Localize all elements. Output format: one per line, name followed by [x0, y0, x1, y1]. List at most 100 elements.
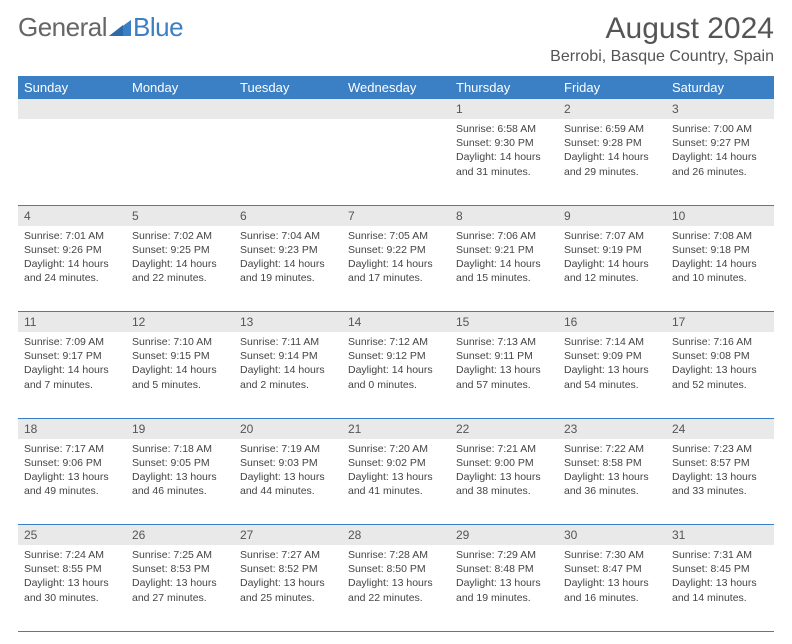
sunrise-text: Sunrise: 6:58 AM — [456, 122, 552, 136]
day-details: Sunrise: 7:16 AMSunset: 9:08 PMDaylight:… — [666, 332, 774, 398]
day-number — [342, 99, 450, 119]
logo-text-general: General — [18, 12, 107, 43]
day-cell: Sunrise: 7:19 AMSunset: 9:03 PMDaylight:… — [234, 439, 342, 525]
day-cell: Sunrise: 7:18 AMSunset: 9:05 PMDaylight:… — [126, 439, 234, 525]
daynum-row: 45678910 — [18, 205, 774, 226]
day-number — [126, 99, 234, 119]
sunrise-text: Sunrise: 7:04 AM — [240, 229, 336, 243]
day-cell: Sunrise: 7:11 AMSunset: 9:14 PMDaylight:… — [234, 332, 342, 418]
day-details: Sunrise: 7:22 AMSunset: 8:58 PMDaylight:… — [558, 439, 666, 505]
day-details: Sunrise: 7:00 AMSunset: 9:27 PMDaylight:… — [666, 119, 774, 185]
daylight-text: Daylight: 13 hours and 25 minutes. — [240, 576, 336, 604]
day-number: 1 — [450, 99, 558, 119]
day-details: Sunrise: 7:01 AMSunset: 9:26 PMDaylight:… — [18, 226, 126, 292]
day-cell: Sunrise: 7:16 AMSunset: 9:08 PMDaylight:… — [666, 332, 774, 418]
day-details: Sunrise: 7:29 AMSunset: 8:48 PMDaylight:… — [450, 545, 558, 611]
sunset-text: Sunset: 8:47 PM — [564, 562, 660, 576]
daylight-text: Daylight: 14 hours and 7 minutes. — [24, 363, 120, 391]
logo: General Blue — [18, 12, 183, 43]
calendar-table: Sunday Monday Tuesday Wednesday Thursday… — [18, 76, 774, 632]
sunset-text: Sunset: 8:48 PM — [456, 562, 552, 576]
day-number: 21 — [342, 418, 450, 439]
day-cell: Sunrise: 6:58 AMSunset: 9:30 PMDaylight:… — [450, 119, 558, 205]
day-number: 25 — [18, 525, 126, 546]
sunrise-text: Sunrise: 7:28 AM — [348, 548, 444, 562]
day-number — [18, 99, 126, 119]
daylight-text: Daylight: 13 hours and 22 minutes. — [348, 576, 444, 604]
sunrise-text: Sunrise: 7:01 AM — [24, 229, 120, 243]
logo-text-blue: Blue — [133, 12, 183, 43]
weekday-header-row: Sunday Monday Tuesday Wednesday Thursday… — [18, 76, 774, 99]
day-number: 20 — [234, 418, 342, 439]
daylight-text: Daylight: 13 hours and 14 minutes. — [672, 576, 768, 604]
day-details: Sunrise: 7:23 AMSunset: 8:57 PMDaylight:… — [666, 439, 774, 505]
day-cell: Sunrise: 7:22 AMSunset: 8:58 PMDaylight:… — [558, 439, 666, 525]
day-number: 10 — [666, 205, 774, 226]
day-cell: Sunrise: 7:01 AMSunset: 9:26 PMDaylight:… — [18, 226, 126, 312]
day-number: 9 — [558, 205, 666, 226]
day-details: Sunrise: 6:58 AMSunset: 9:30 PMDaylight:… — [450, 119, 558, 185]
month-title: August 2024 — [550, 12, 774, 46]
day-number: 26 — [126, 525, 234, 546]
sunset-text: Sunset: 9:26 PM — [24, 243, 120, 257]
sunrise-text: Sunrise: 7:05 AM — [348, 229, 444, 243]
daylight-text: Daylight: 14 hours and 0 minutes. — [348, 363, 444, 391]
sunset-text: Sunset: 8:57 PM — [672, 456, 768, 470]
day-number: 14 — [342, 312, 450, 333]
day-cell: Sunrise: 7:00 AMSunset: 9:27 PMDaylight:… — [666, 119, 774, 205]
sunrise-text: Sunrise: 7:25 AM — [132, 548, 228, 562]
sunrise-text: Sunrise: 7:13 AM — [456, 335, 552, 349]
location: Berrobi, Basque Country, Spain — [550, 48, 774, 66]
day-number: 24 — [666, 418, 774, 439]
sunrise-text: Sunrise: 7:08 AM — [672, 229, 768, 243]
day-cell — [126, 119, 234, 205]
week-row: Sunrise: 7:01 AMSunset: 9:26 PM Daylight:… — [18, 226, 774, 312]
day-cell — [342, 119, 450, 205]
day-number: 3 — [666, 99, 774, 119]
day-number: 12 — [126, 312, 234, 333]
day-details: Sunrise: 7:31 AMSunset: 8:45 PMDaylight:… — [666, 545, 774, 611]
weekday-header: Monday — [126, 76, 234, 99]
sunset-text: Sunset: 8:50 PM — [348, 562, 444, 576]
day-cell: Sunrise: 7:30 AMSunset: 8:47 PMDaylight:… — [558, 545, 666, 631]
sunset-text: Sunset: 8:58 PM — [564, 456, 660, 470]
day-number: 16 — [558, 312, 666, 333]
sunset-text: Sunset: 9:14 PM — [240, 349, 336, 363]
week-row: Sunrise: 6:58 AMSunset: 9:30 PMDaylight:… — [18, 119, 774, 205]
sunset-text: Sunset: 9:28 PM — [564, 136, 660, 150]
week-row: Sunrise: 7:24 AMSunset: 8:55 PMDaylight:… — [18, 545, 774, 631]
sunrise-text: Sunrise: 7:17 AM — [24, 442, 120, 456]
sunset-text: Sunset: 8:55 PM — [24, 562, 120, 576]
daylight-text: Daylight: 14 hours and 22 minutes. — [132, 257, 228, 285]
day-cell: Sunrise: 7:06 AMSunset: 9:21 PMDaylight:… — [450, 226, 558, 312]
sunrise-text: Sunrise: 7:16 AM — [672, 335, 768, 349]
day-number: 8 — [450, 205, 558, 226]
day-details: Sunrise: 6:59 AMSunset: 9:28 PMDaylight:… — [558, 119, 666, 185]
day-details: Sunrise: 7:20 AMSunset: 9:02 PMDaylight:… — [342, 439, 450, 505]
day-cell: Sunrise: 7:29 AMSunset: 8:48 PMDaylight:… — [450, 545, 558, 631]
day-cell: Sunrise: 7:24 AMSunset: 8:55 PMDaylight:… — [18, 545, 126, 631]
day-details: Sunrise: 7:14 AMSunset: 9:09 PMDaylight:… — [558, 332, 666, 398]
day-cell: Sunrise: 7:10 AMSunset: 9:15 PMDaylight:… — [126, 332, 234, 418]
day-cell: Sunrise: 7:02 AMSunset: 9:25 PMDaylight:… — [126, 226, 234, 312]
day-details: Sunrise: 7:18 AMSunset: 9:05 PMDaylight:… — [126, 439, 234, 505]
daynum-row: 123 — [18, 99, 774, 119]
sunset-text: Sunset: 8:52 PM — [240, 562, 336, 576]
sunrise-text: Sunrise: 7:23 AM — [672, 442, 768, 456]
day-details: Sunrise: 7:07 AMSunset: 9:19 PMDaylight:… — [558, 226, 666, 292]
sunrise-text: Sunrise: 7:31 AM — [672, 548, 768, 562]
day-cell: Sunrise: 7:04 AMSunset: 9:23 PMDaylight:… — [234, 226, 342, 312]
day-cell — [18, 119, 126, 205]
sunset-text: Sunset: 9:11 PM — [456, 349, 552, 363]
daylight-text: Daylight: 14 hours and 10 minutes. — [672, 257, 768, 285]
daylight-text: Daylight: 14 hours and 17 minutes. — [348, 257, 444, 285]
sunset-text: Sunset: 9:08 PM — [672, 349, 768, 363]
day-details: Sunrise: 7:10 AMSunset: 9:15 PMDaylight:… — [126, 332, 234, 398]
sunset-text: Sunset: 9:22 PM — [348, 243, 444, 257]
sunset-text: Sunset: 9:09 PM — [564, 349, 660, 363]
weekday-header: Sunday — [18, 76, 126, 99]
day-number: 5 — [126, 205, 234, 226]
sunset-text: Sunset: 9:17 PM — [24, 349, 120, 363]
day-details: Sunrise: 7:17 AMSunset: 9:06 PMDaylight:… — [18, 439, 126, 505]
day-details: Sunrise: 7:19 AMSunset: 9:03 PMDaylight:… — [234, 439, 342, 505]
